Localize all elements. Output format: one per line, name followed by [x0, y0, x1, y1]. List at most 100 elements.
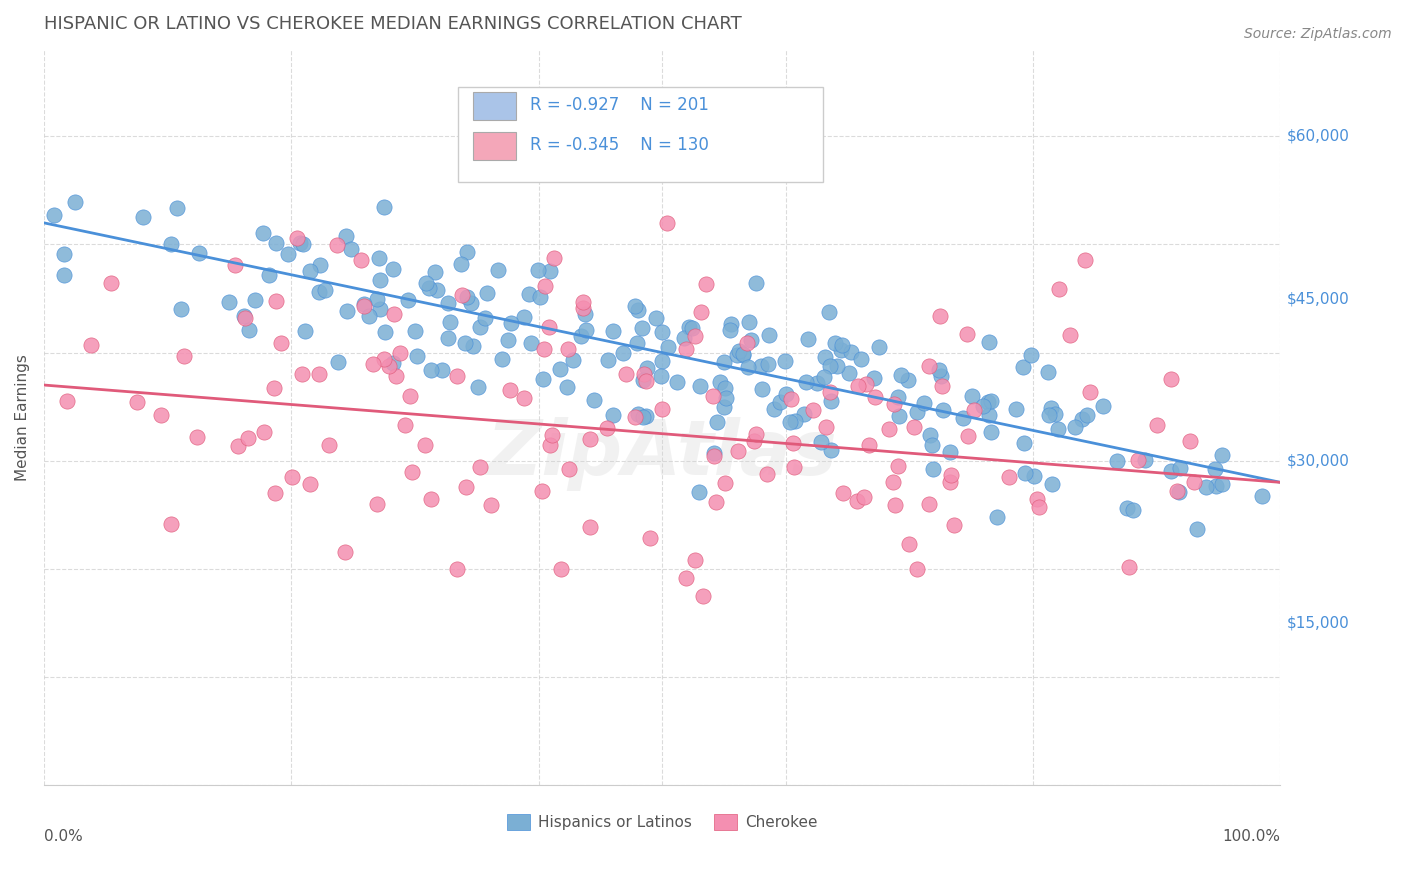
FancyBboxPatch shape [472, 92, 516, 120]
Point [550, 562, 572, 576]
Point [1168, 461, 1191, 475]
Point [454, 336, 477, 351]
Point [1185, 522, 1208, 536]
Point [1160, 371, 1182, 385]
Point [675, 571, 697, 585]
Point [388, 346, 411, 360]
Point [543, 251, 565, 265]
Point [415, 438, 437, 452]
Text: HISPANIC OR LATINO VS CHEROKEE MEDIAN EARNINGS CORRELATION CHART: HISPANIC OR LATINO VS CHEROKEE MEDIAN EA… [44, 15, 741, 33]
Point [751, 382, 773, 396]
Point [538, 264, 561, 278]
Point [738, 315, 761, 329]
Point [1211, 448, 1233, 462]
Point [745, 426, 768, 441]
Point [1038, 365, 1060, 379]
Point [326, 238, 349, 252]
Point [626, 407, 648, 421]
Point [998, 469, 1021, 483]
Point [960, 389, 983, 403]
Point [820, 394, 842, 409]
Point [252, 227, 274, 241]
Point [929, 368, 952, 383]
Point [636, 409, 658, 423]
Point [308, 368, 330, 382]
Point [294, 324, 316, 338]
Point [1167, 485, 1189, 500]
Point [350, 252, 373, 267]
Text: 0.0%: 0.0% [44, 830, 83, 844]
Point [977, 394, 1000, 409]
Point [1160, 464, 1182, 478]
Point [335, 229, 357, 244]
Point [44, 208, 66, 222]
Point [353, 296, 375, 310]
Point [1251, 489, 1274, 503]
FancyBboxPatch shape [458, 87, 823, 182]
Point [824, 336, 846, 351]
Point [779, 415, 801, 429]
Point [889, 409, 911, 423]
Point [905, 405, 928, 419]
Point [456, 289, 478, 303]
Point [224, 258, 246, 272]
Point [233, 309, 256, 323]
Point [709, 375, 731, 389]
Point [426, 283, 449, 297]
Point [226, 439, 249, 453]
Point [100, 276, 122, 290]
Point [1074, 252, 1097, 267]
Point [1091, 399, 1114, 413]
Point [683, 553, 706, 567]
Text: Source: ZipAtlas.com: Source: ZipAtlas.com [1244, 27, 1392, 41]
Point [263, 381, 285, 395]
Point [716, 391, 738, 405]
Point [675, 342, 697, 356]
Point [818, 385, 841, 400]
Point [558, 462, 581, 476]
Point [1211, 477, 1233, 491]
Point [725, 348, 748, 362]
Point [1105, 454, 1128, 468]
Point [173, 349, 195, 363]
Point [373, 200, 395, 214]
Point [470, 320, 492, 334]
Point [665, 375, 688, 389]
Point [468, 459, 491, 474]
Point [368, 252, 391, 266]
Point [65, 195, 87, 210]
Point [1024, 469, 1046, 483]
Point [638, 531, 661, 545]
Point [491, 351, 513, 366]
Point [1005, 401, 1028, 416]
Point [977, 335, 1000, 350]
Point [366, 292, 388, 306]
Point [186, 430, 208, 444]
Point [456, 480, 478, 494]
Point [583, 393, 606, 408]
Point [1122, 503, 1144, 517]
Point [921, 438, 943, 452]
Point [602, 324, 624, 338]
Point [740, 333, 762, 347]
Point [855, 376, 877, 391]
Point [763, 402, 786, 417]
Point [793, 407, 815, 421]
Point [758, 328, 780, 343]
Point [499, 316, 522, 330]
Point [461, 339, 484, 353]
Point [727, 443, 749, 458]
Point [1116, 500, 1139, 515]
Point [290, 236, 312, 251]
Point [298, 263, 321, 277]
Point [783, 413, 806, 427]
Point [886, 458, 908, 473]
Point [498, 333, 520, 347]
Point [1071, 412, 1094, 426]
Point [929, 309, 952, 323]
Point [737, 360, 759, 375]
Point [1040, 401, 1063, 416]
Point [125, 395, 148, 409]
Point [1184, 475, 1206, 490]
Point [688, 485, 710, 500]
